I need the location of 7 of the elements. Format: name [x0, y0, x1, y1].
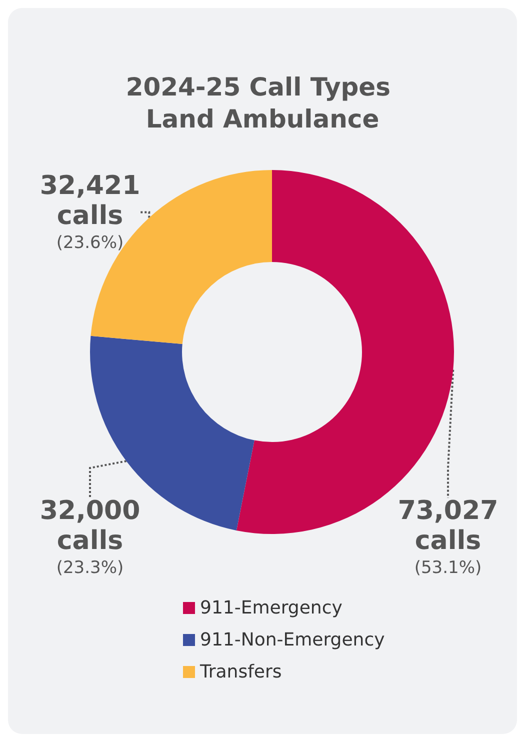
legend-label: 911-Non-Emergency [200, 630, 386, 650]
data-label: 32,000 calls (23.3%) [40, 496, 140, 578]
legend-label: 911-Emergency [200, 598, 343, 618]
chart-title: 2024-25 Call Types Land Ambulance [126, 72, 400, 134]
legend-label: Transfers [199, 662, 282, 682]
data-label: 73,027 calls (53.1%) [398, 496, 498, 578]
data-label: 32,421 calls (23.6%) [40, 171, 140, 253]
